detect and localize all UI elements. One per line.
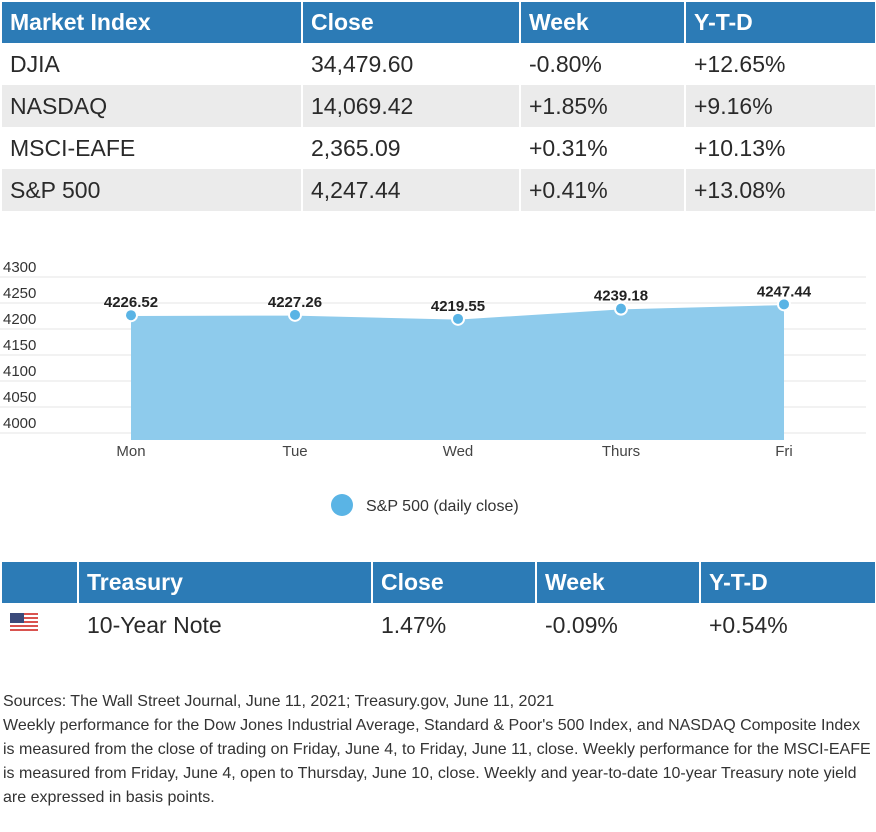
index-week: +0.41% bbox=[520, 169, 686, 211]
treasury-ytd: +0.54% bbox=[700, 603, 876, 647]
index-name: DJIA bbox=[2, 43, 303, 85]
header-flag bbox=[2, 562, 79, 603]
y-tick-label: 4050 bbox=[3, 389, 36, 406]
table-row: DJIA 34,479.60 -0.80% +12.65% bbox=[2, 43, 876, 85]
market-index-table: Market Index Close Week Y-T-D DJIA 34,47… bbox=[2, 2, 876, 211]
treasury-table: Treasury Close Week Y-T-D 10-Year Note 1… bbox=[2, 562, 876, 647]
data-label: 4227.26 bbox=[268, 294, 322, 311]
index-week: +0.31% bbox=[520, 127, 686, 169]
index-name: S&P 500 bbox=[2, 169, 303, 211]
x-tick-label: Thurs bbox=[602, 443, 640, 460]
header-close: Close bbox=[372, 562, 537, 603]
flag-cell bbox=[2, 603, 79, 647]
treasury-week: -0.09% bbox=[536, 603, 701, 647]
index-close: 4,247.44 bbox=[302, 169, 521, 211]
y-tick-label: 4200 bbox=[3, 311, 36, 328]
header-close: Close bbox=[302, 2, 521, 43]
table-header-row: Treasury Close Week Y-T-D bbox=[2, 562, 876, 603]
index-close: 2,365.09 bbox=[302, 127, 521, 169]
data-point[interactable] bbox=[124, 308, 138, 323]
table-row: MSCI-EAFE 2,365.09 +0.31% +10.13% bbox=[2, 127, 876, 169]
header-week: Week bbox=[520, 2, 686, 43]
legend[interactable]: S&P 500 (daily close) bbox=[331, 494, 519, 516]
header-market-index: Market Index bbox=[2, 2, 303, 43]
data-label: 4219.55 bbox=[431, 298, 485, 315]
y-tick-label: 4000 bbox=[3, 415, 36, 432]
data-point[interactable] bbox=[614, 301, 628, 316]
index-close: 14,069.42 bbox=[302, 85, 521, 127]
data-point[interactable] bbox=[777, 297, 791, 312]
data-point[interactable] bbox=[451, 311, 465, 326]
index-ytd: +12.65% bbox=[685, 43, 876, 85]
table-row: 10-Year Note 1.47% -0.09% +0.54% bbox=[2, 603, 876, 647]
index-week: +1.85% bbox=[520, 85, 686, 127]
header-ytd: Y-T-D bbox=[700, 562, 876, 603]
y-tick-label: 4250 bbox=[3, 285, 36, 302]
x-tick-label: Mon bbox=[116, 443, 145, 460]
index-ytd: +9.16% bbox=[685, 85, 876, 127]
data-label: 4226.52 bbox=[104, 294, 158, 311]
index-week: -0.80% bbox=[520, 43, 686, 85]
data-label: 4247.44 bbox=[757, 283, 812, 300]
table-row: S&P 500 4,247.44 +0.41% +13.08% bbox=[2, 169, 876, 211]
footnotes: Sources: The Wall Street Journal, June 1… bbox=[3, 690, 873, 810]
legend-label: S&P 500 (daily close) bbox=[366, 498, 519, 515]
x-tick-label: Tue bbox=[282, 443, 307, 460]
data-label: 4239.18 bbox=[594, 288, 648, 305]
sources-note: Sources: The Wall Street Journal, June 1… bbox=[3, 693, 555, 710]
legend-marker bbox=[331, 494, 353, 516]
y-tick-label: 4100 bbox=[3, 363, 36, 380]
table-header-row: Market Index Close Week Y-T-D bbox=[2, 2, 876, 43]
data-point[interactable] bbox=[288, 307, 302, 322]
x-tick-label: Fri bbox=[775, 443, 793, 460]
header-ytd: Y-T-D bbox=[685, 2, 876, 43]
treasury-close: 1.47% bbox=[372, 603, 537, 647]
index-name: NASDAQ bbox=[2, 85, 303, 127]
treasury-name: 10-Year Note bbox=[78, 603, 373, 647]
x-tick-label: Wed bbox=[443, 443, 474, 460]
sp500-area-chart: 4300 4250 4200 4150 4100 4050 4000 4226.52 Mon 4… bbox=[0, 259, 866, 516]
header-treasury: Treasury bbox=[78, 562, 373, 603]
y-tick-label: 4300 bbox=[3, 259, 36, 276]
index-close: 34,479.60 bbox=[302, 43, 521, 85]
index-name: MSCI-EAFE bbox=[2, 127, 303, 169]
table-row: NASDAQ 14,069.42 +1.85% +9.16% bbox=[2, 85, 876, 127]
methodology-note: Weekly performance for the Dow Jones Ind… bbox=[3, 717, 871, 806]
area-series bbox=[131, 304, 784, 440]
index-ytd: +10.13% bbox=[685, 127, 876, 169]
us-flag-icon bbox=[10, 612, 38, 633]
index-ytd: +13.08% bbox=[685, 169, 876, 211]
header-week: Week bbox=[536, 562, 701, 603]
y-tick-label: 4150 bbox=[3, 337, 36, 354]
